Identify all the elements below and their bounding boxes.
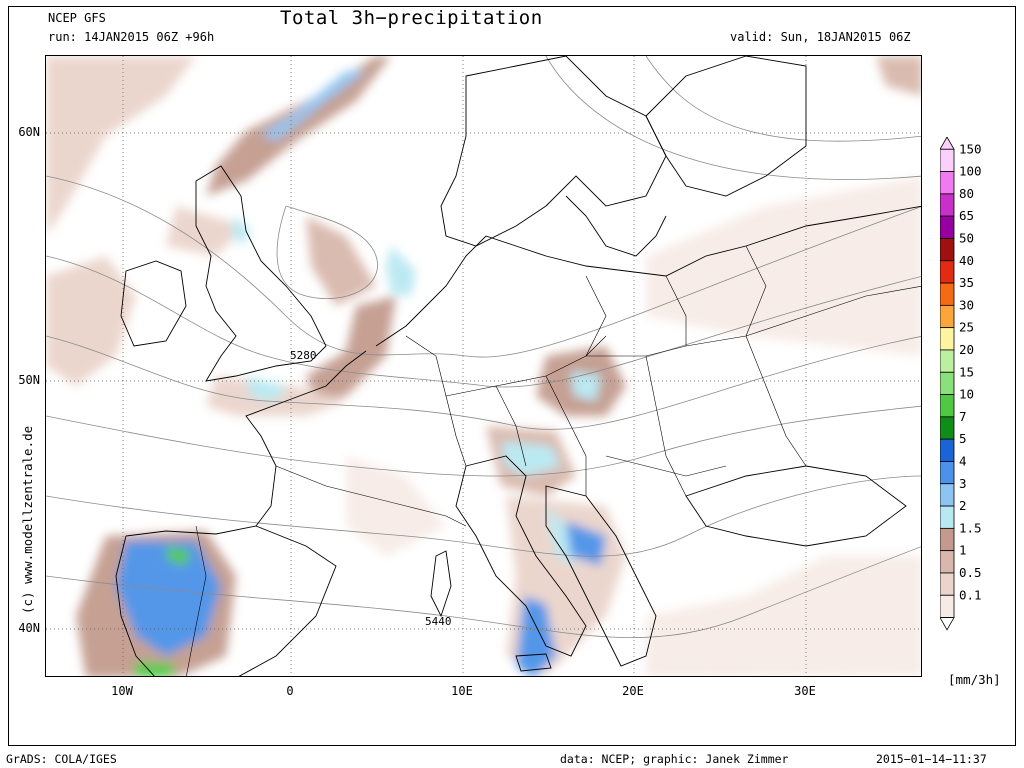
watermark: (c) www.modellzentrale.de: [20, 425, 35, 614]
colorbar-label: 0.1: [959, 587, 982, 602]
lat-label-40n: 40N: [18, 621, 40, 635]
colorbar-swatches: 150 100 80 65 50 40 35 30 25 20 15 10 7 5 4 3 2 1.5 1 0.5 0.…: [939, 136, 982, 631]
colorbar-label: 4: [959, 453, 967, 468]
colorbar-label: 15: [959, 364, 974, 379]
colorbar-swatch-25: [939, 327, 955, 351]
lon-label-0: 0: [286, 684, 294, 698]
colorbar-swatch-50: [939, 238, 955, 262]
colorbar-swatch-7: [939, 416, 955, 440]
colorbar-swatch-30: [939, 304, 955, 329]
colorbar-swatch-100: [939, 171, 955, 195]
colorbar-swatch-2: [939, 505, 955, 529]
lon-label-10e: 10E: [451, 684, 473, 698]
figure-frame: [8, 6, 1016, 746]
precipitation-map: 5280 5440: [45, 55, 922, 677]
run-info: run: 14JAN2015 06Z +96h: [48, 30, 215, 44]
footer-timestamp: 2015−01−14−11:37: [876, 752, 987, 766]
colorbar-label: 100: [959, 164, 982, 179]
colorbar-label: 2: [959, 498, 967, 513]
colorbar-bottom-cap: [939, 617, 955, 631]
lat-label-50n: 50N: [18, 373, 40, 387]
footer-software: GrADS: COLA/IGES: [6, 752, 117, 766]
colorbar-label: 35: [959, 275, 974, 290]
colorbar-label: 50: [959, 230, 974, 245]
colorbar-label: 5: [959, 431, 967, 446]
colorbar-label: 20: [959, 342, 974, 357]
colorbar-label: 1: [959, 543, 967, 558]
country-borders: [186, 245, 921, 676]
colorbar-label: 7: [959, 409, 967, 424]
colorbar-swatch-15: [939, 371, 955, 395]
colorbar-swatch-1: [939, 550, 955, 574]
colorbar-label: 10: [959, 387, 974, 402]
lat-label-60n: 60N: [18, 125, 40, 139]
contour-label-5280: 5280: [290, 349, 317, 362]
colorbar-swatch-150: [939, 148, 955, 172]
colorbar-label: 65: [959, 208, 974, 223]
map-title: Total 3h−precipitation: [280, 7, 543, 29]
colorbar: 150 100 80 65 50 40 35 30 25 20 15 10 7 5 4 3 2 1.5 1 0.5 0.…: [939, 136, 1020, 637]
colorbar-swatch-0_1: [939, 594, 955, 618]
contour-label-5440: 5440: [425, 615, 452, 628]
colorbar-swatch-4: [939, 461, 955, 485]
valid-time: valid: Sun, 18JAN2015 06Z: [730, 30, 911, 44]
colorbar-swatch-35: [939, 282, 955, 306]
colorbar-label: 150: [959, 141, 982, 156]
coastlines: [115, 56, 921, 676]
colorbar-swatch-3: [939, 483, 955, 507]
model-name: NCEP GFS: [48, 11, 106, 25]
colorbar-label: 30: [959, 297, 974, 312]
colorbar-label: 25: [959, 320, 974, 335]
colorbar-swatch-5: [939, 438, 955, 462]
footer-credits: data: NCEP; graphic: Janek Zimmer: [560, 752, 789, 766]
precip-shading: [46, 56, 921, 676]
lon-label-20e: 20E: [622, 684, 644, 698]
colorbar-label: 80: [959, 186, 974, 201]
lon-label-10w: 10W: [111, 684, 133, 698]
colorbar-label: 3: [959, 476, 967, 491]
colorbar-unit: [mm/3h]: [948, 672, 1001, 687]
colorbar-swatch-65: [939, 215, 955, 239]
geopotential-contours: [46, 56, 921, 638]
map-canvas: [46, 56, 921, 676]
colorbar-label: 1.5: [959, 520, 982, 535]
colorbar-swatch-80: [939, 193, 955, 217]
colorbar-swatch-0_5: [939, 572, 955, 596]
colorbar-label: 0.5: [959, 565, 982, 580]
colorbar-label: 40: [959, 253, 974, 268]
colorbar-swatch-10: [939, 394, 955, 418]
colorbar-swatch-40: [939, 260, 955, 284]
colorbar-top-cap: [939, 136, 955, 150]
colorbar-swatch-20: [939, 349, 955, 373]
lon-label-30e: 30E: [794, 684, 816, 698]
colorbar-swatch-1_5: [939, 527, 955, 552]
